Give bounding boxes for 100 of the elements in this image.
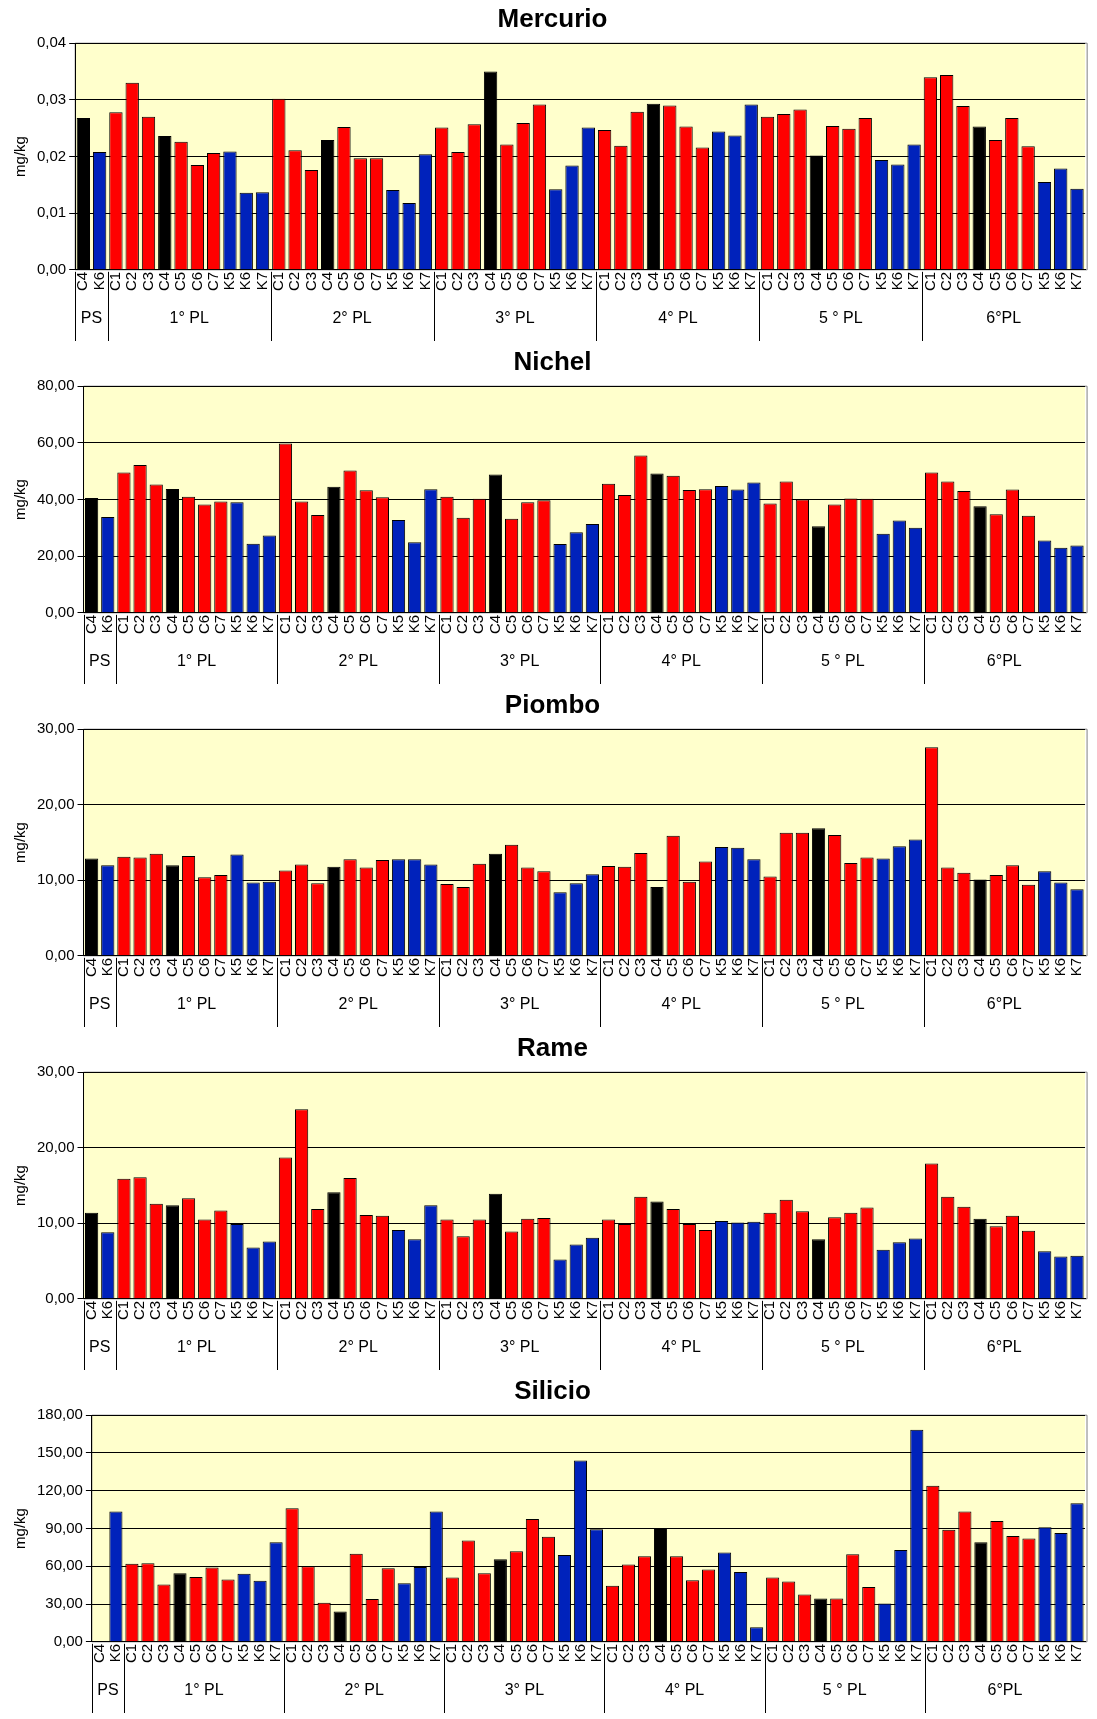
x-tick-label: K5 xyxy=(388,614,406,634)
x-tick-label: C4 xyxy=(647,1300,665,1321)
text: 1° PL xyxy=(184,1681,224,1699)
x-tick-label: K5 xyxy=(388,957,406,977)
text: 6°PL xyxy=(986,652,1022,670)
x-tick-label: K7 xyxy=(906,1643,924,1663)
x-tick-label: C1 xyxy=(114,957,132,978)
x-tick-label: C6 xyxy=(1002,957,1020,978)
x-tick-label: C7 xyxy=(1019,1643,1037,1664)
x-tick-label: C6 xyxy=(356,614,374,635)
x-tick-label: C3 xyxy=(955,1643,973,1664)
x-tick-label: C4 xyxy=(73,271,91,292)
x-tick-label: C5 xyxy=(501,957,519,978)
x-tick-label: K5 xyxy=(388,1300,406,1320)
x-tick-label: C1 xyxy=(594,271,612,292)
x-tick-label: C1 xyxy=(921,957,939,978)
x-tick-label: C2 xyxy=(614,957,632,978)
x-tick-label: K6 xyxy=(106,1643,124,1663)
x-tick-label: K6 xyxy=(570,1643,588,1663)
x-tick-label: C3 xyxy=(630,957,648,978)
x-tick-label: K5 xyxy=(227,1300,245,1320)
y-tick-label: 60,00 xyxy=(45,1556,83,1574)
x-tick-label: C1 xyxy=(921,1300,939,1321)
x-tick-label: K7 xyxy=(266,1643,284,1663)
y-tick-label: 40,00 xyxy=(36,489,75,507)
x-tick-label: K5 xyxy=(1034,1300,1052,1320)
x-tick-label: C7 xyxy=(534,957,552,978)
text: PS xyxy=(89,652,111,670)
x-tick-label: C4 xyxy=(162,1300,180,1321)
x-tick-label: C2 xyxy=(130,614,148,635)
text: 5 ° PL xyxy=(822,1681,867,1699)
x-tick-label: C5 xyxy=(178,614,196,635)
x-tick-label: C7 xyxy=(858,1643,876,1664)
x-tick-label: C6 xyxy=(187,271,205,292)
x-tick-label: C1 xyxy=(922,1643,940,1664)
y-tick-label: 20,00 xyxy=(36,546,75,564)
text: 3° PL xyxy=(500,995,540,1013)
x-tick-label: K5 xyxy=(873,614,891,634)
x-tick-label: C4 xyxy=(162,957,180,978)
x-tick-label: K7 xyxy=(744,614,762,634)
x-tick-label: K7 xyxy=(426,1643,444,1663)
x-tick-label: C1 xyxy=(602,1643,620,1664)
x-tick-label: K6 xyxy=(1050,1300,1068,1320)
x-tick-label: C2 xyxy=(448,271,466,292)
x-tick-label: C5 xyxy=(178,1300,196,1321)
x-tick-label: C4 xyxy=(810,1643,828,1664)
x-tick-label: K7 xyxy=(746,1643,764,1663)
x-tick-label: C6 xyxy=(1002,1300,1020,1321)
x-tick-label: K5 xyxy=(550,957,568,977)
x-tick-label: C7 xyxy=(857,614,875,635)
x-tick-label: K7 xyxy=(582,957,600,977)
text: 2° PL xyxy=(338,995,378,1013)
x-tick-label: C3 xyxy=(790,271,808,292)
x-tick-label: C2 xyxy=(122,271,140,292)
x-tick-label: K7 xyxy=(1067,1643,1085,1663)
x-tick-label: C2 xyxy=(614,1300,632,1321)
x-tick-label: C5 xyxy=(826,1643,844,1664)
y-tick-label: 10,00 xyxy=(36,870,75,888)
x-tick-label: C2 xyxy=(776,957,794,978)
y-tick-label: 120,00 xyxy=(36,1480,83,1498)
x-tick-label: C1 xyxy=(437,957,455,978)
x-tick-label: K7 xyxy=(420,614,438,634)
y-tick-label: 60,00 xyxy=(36,433,75,450)
x-tick-label: C6 xyxy=(676,271,694,292)
x-tick-label: K7 xyxy=(582,1300,600,1320)
x-tick-label: C5 xyxy=(506,1643,524,1664)
x-tick-label: C6 xyxy=(517,614,535,635)
y-tick-label: 20,00 xyxy=(36,1137,75,1155)
chart-title: Silicio xyxy=(514,1374,591,1405)
y-tick-label: 0,00 xyxy=(45,945,75,963)
text: 1° PL xyxy=(176,652,217,670)
x-tick-label: C1 xyxy=(275,957,293,978)
x-tick-label: C4 xyxy=(485,614,503,635)
x-tick-label: K5 xyxy=(220,271,238,291)
x-tick-label: K6 xyxy=(566,957,584,977)
x-tick-label: C3 xyxy=(307,957,325,978)
x-tick-label: C4 xyxy=(808,614,826,635)
x-tick-label: C5 xyxy=(186,1643,204,1664)
x-tick-label: C1 xyxy=(122,1643,140,1664)
x-tick-label: C3 xyxy=(630,1300,648,1321)
x-tick-label: C1 xyxy=(282,1643,300,1664)
x-tick-label: C3 xyxy=(474,1643,492,1664)
y-tick-label: 0,01 xyxy=(36,203,67,221)
x-tick-label: C5 xyxy=(986,1300,1004,1321)
x-tick-label: K6 xyxy=(410,1643,428,1663)
x-tick-label: C6 xyxy=(682,1643,700,1664)
x-tick-label: C5 xyxy=(663,957,681,978)
x-tick-label: K7 xyxy=(905,614,923,634)
x-tick-label: C7 xyxy=(366,271,384,292)
text: 4° PL xyxy=(658,309,698,327)
text: 4° PL xyxy=(664,1681,705,1699)
x-tick-label: C5 xyxy=(824,1300,842,1321)
x-tick-label: C4 xyxy=(808,957,826,978)
y-tick-label: 0,00 xyxy=(53,1631,83,1649)
x-tick-label: C3 xyxy=(469,957,487,978)
x-tick-label: K7 xyxy=(252,271,270,291)
x-tick-label: C5 xyxy=(824,614,842,635)
x-tick-label: K5 xyxy=(871,271,889,291)
text: 2° PL xyxy=(338,652,378,670)
x-tick-label: C6 xyxy=(840,614,858,635)
